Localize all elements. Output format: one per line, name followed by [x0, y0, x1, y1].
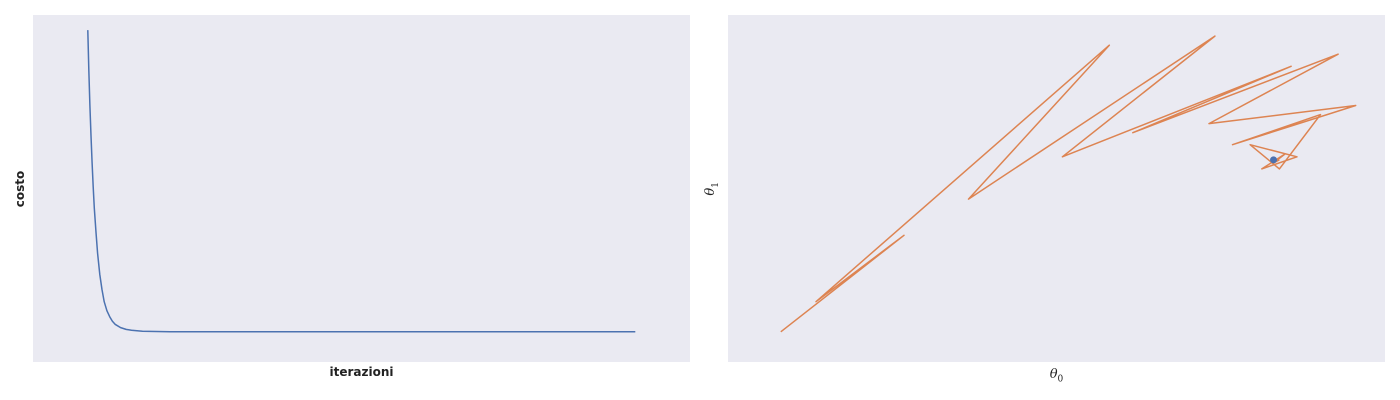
theta-plot-area	[728, 15, 1385, 362]
cost-y-axis-label: costo	[13, 170, 27, 208]
cost-series-line	[87, 30, 636, 333]
theta-y-label-text: θ1	[703, 182, 721, 196]
theta-y-axis-label: θ1	[703, 167, 721, 211]
theta-trajectory-chart	[780, 35, 1357, 333]
theta-series-line	[780, 35, 1357, 333]
theta-x-label-text: θ0	[1049, 367, 1064, 385]
cost-chart	[87, 30, 636, 333]
theta-x-axis-label: θ0	[728, 367, 1385, 385]
cost-x-axis-label: iterazioni	[329, 365, 394, 379]
theta-end-point	[1270, 156, 1278, 164]
cost-plot-area	[33, 15, 690, 362]
